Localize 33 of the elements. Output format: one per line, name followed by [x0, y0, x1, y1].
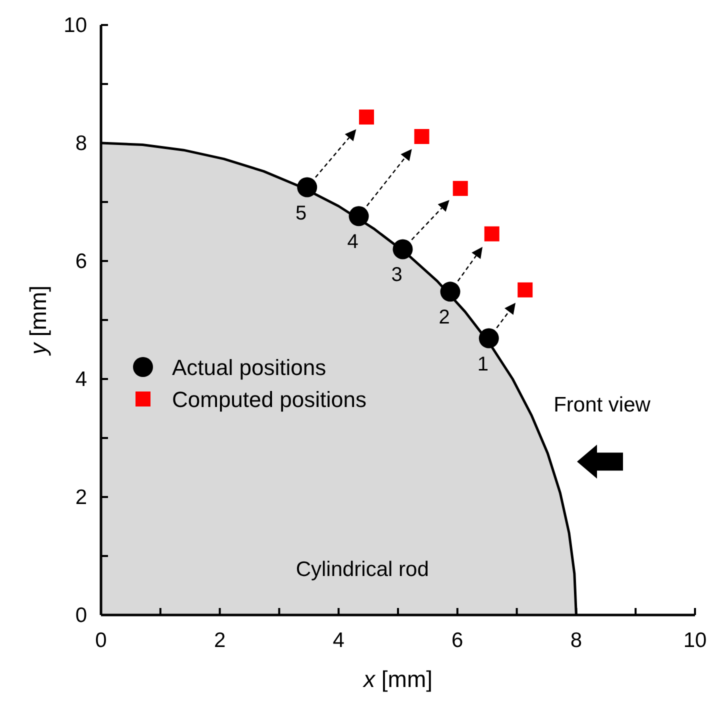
point — [414, 129, 430, 144]
x-tick-label: 4 — [332, 629, 345, 652]
point — [297, 177, 318, 198]
x-tick-label: 6 — [452, 629, 464, 652]
point — [440, 282, 460, 302]
annotation: 5 — [296, 202, 307, 224]
point — [478, 328, 499, 348]
point — [452, 180, 468, 196]
point — [518, 282, 533, 298]
point — [359, 110, 374, 125]
annotation: Front view — [554, 393, 652, 416]
legend-label: Actual positions — [172, 355, 326, 380]
x-axis-title: x [mm] — [362, 666, 432, 692]
y-axis-title: y [mm] — [25, 286, 51, 356]
annotation: 1 — [477, 353, 488, 376]
annotation: Cylindrical rod — [296, 558, 429, 581]
x-tick-label: 8 — [570, 629, 582, 652]
annotation: 2 — [438, 306, 450, 329]
point — [348, 206, 369, 226]
point — [484, 226, 500, 242]
y-tick-label: 8 — [75, 132, 87, 155]
legend-label: Computed positions — [172, 387, 366, 412]
y-tick-label: 2 — [75, 486, 87, 509]
y-tick-label: 4 — [75, 368, 88, 391]
annotation: 3 — [391, 264, 402, 286]
y-tick-label: 10 — [64, 14, 87, 37]
point — [392, 239, 413, 260]
annotation: 4 — [347, 231, 358, 254]
x-tick-label: 2 — [214, 629, 226, 652]
y-tick-label: 0 — [75, 604, 87, 627]
x-tick-label: 10 — [683, 629, 707, 652]
y-tick-label: 6 — [75, 250, 87, 273]
x-tick-label: 0 — [95, 629, 107, 652]
